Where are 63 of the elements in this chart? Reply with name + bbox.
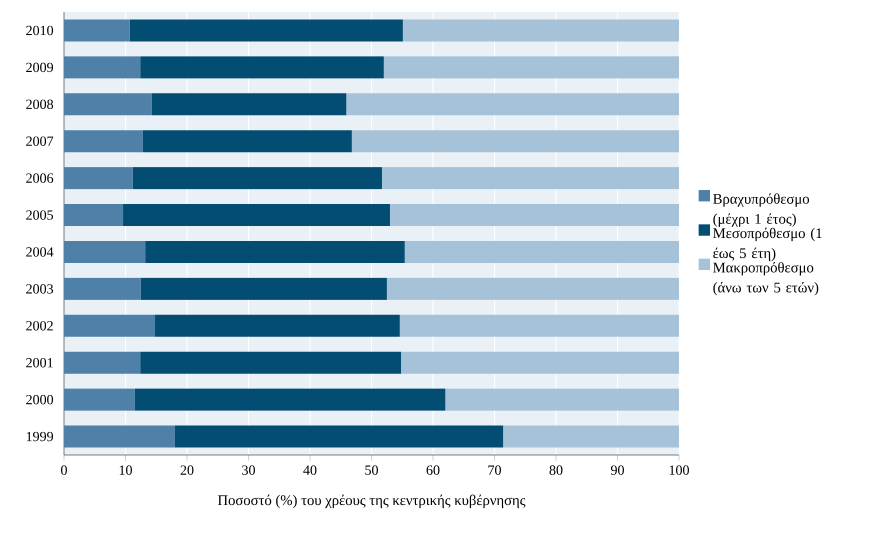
y-tick-label: 2000 bbox=[26, 394, 54, 404]
bar bbox=[140, 278, 387, 300]
y-tick-label: 2005 bbox=[26, 210, 54, 220]
bar bbox=[134, 388, 446, 411]
bar bbox=[503, 426, 680, 448]
legend-label: Βραχυπρόθεσμο (μέχρι 1 έτος) bbox=[713, 193, 810, 227]
bar bbox=[174, 426, 504, 448]
y-tick-label: 1999 bbox=[26, 432, 54, 442]
bar bbox=[152, 93, 346, 116]
bar bbox=[140, 352, 402, 374]
y-tick-label: 2002 bbox=[26, 321, 53, 331]
y-tick-label: 2009 bbox=[26, 62, 54, 72]
bar bbox=[123, 204, 390, 226]
x-tick-label: 40 bbox=[303, 465, 316, 475]
bar bbox=[140, 56, 384, 78]
bar bbox=[64, 426, 175, 448]
bar bbox=[64, 167, 133, 190]
bar bbox=[386, 278, 680, 300]
x-tick-label: 70 bbox=[488, 465, 501, 475]
y-tick-label: 2008 bbox=[26, 100, 54, 110]
bar bbox=[64, 352, 140, 374]
x-tick-label: 10 bbox=[120, 465, 132, 475]
bar bbox=[352, 130, 680, 152]
x-tick-label: 60 bbox=[426, 465, 440, 475]
bar bbox=[390, 204, 680, 226]
x-tick-label: 80 bbox=[550, 465, 562, 475]
bar bbox=[64, 93, 152, 116]
bar bbox=[155, 314, 400, 337]
bar bbox=[64, 314, 156, 337]
legend-label: Μεσοπρόθεσμο (1 έως 5 έτη) bbox=[713, 228, 822, 262]
bar bbox=[142, 130, 352, 152]
bar bbox=[132, 167, 382, 190]
y-tick-label: 2010 bbox=[26, 26, 54, 36]
bar bbox=[382, 167, 680, 190]
bar bbox=[64, 19, 130, 42]
x-tick-label: 20 bbox=[180, 465, 194, 475]
x-axis-title: Ποσοστό (%) του χρέους της κεντρικής κυβέρνησης bbox=[218, 494, 526, 508]
bar bbox=[64, 56, 140, 78]
bar bbox=[64, 130, 143, 152]
bar bbox=[64, 278, 141, 300]
legend-label: Μακροπρόθεσμο (άνω των 5 ετών) bbox=[713, 262, 818, 296]
x-tick-label: 90 bbox=[610, 465, 624, 475]
bar bbox=[130, 19, 403, 42]
bar bbox=[400, 314, 680, 337]
x-tick-label: 30 bbox=[242, 465, 255, 475]
bar bbox=[401, 352, 680, 374]
bar bbox=[346, 93, 680, 116]
y-tick-label: 2001 bbox=[26, 358, 53, 368]
bar bbox=[64, 204, 124, 226]
y-tick-label: 2007 bbox=[26, 136, 54, 146]
bar bbox=[145, 240, 405, 263]
x-tick-label: 50 bbox=[365, 465, 378, 475]
bar bbox=[402, 19, 680, 42]
bar bbox=[64, 240, 146, 263]
bar bbox=[445, 388, 680, 411]
bar bbox=[64, 388, 135, 411]
bar bbox=[404, 240, 680, 263]
y-tick-label: 2006 bbox=[26, 173, 54, 183]
y-tick-label: 2003 bbox=[26, 284, 54, 294]
x-tick-label: 100 bbox=[670, 465, 689, 475]
y-tick-label: 2004 bbox=[26, 247, 54, 257]
x-tick-label: 0 bbox=[61, 465, 67, 475]
bar bbox=[384, 56, 680, 78]
